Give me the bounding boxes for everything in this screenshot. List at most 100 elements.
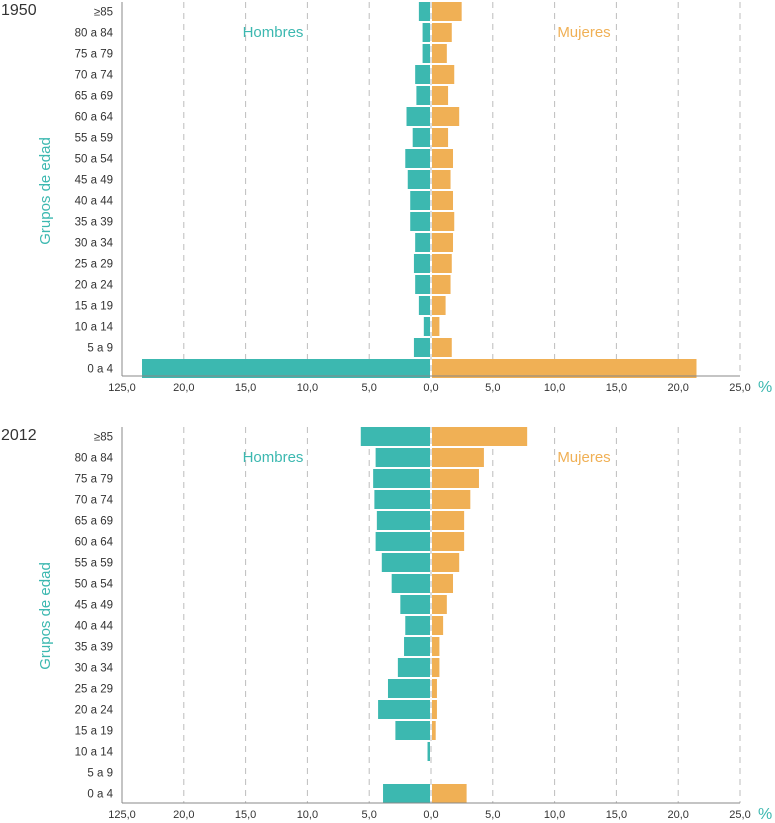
bar-men-45 a 49	[400, 595, 430, 614]
bar-women-50 a 54	[432, 149, 454, 168]
bar-men-10 a 14	[427, 742, 430, 761]
age-label: 80 a 84	[75, 453, 114, 465]
bar-women-30 a 34	[432, 233, 454, 252]
bar-men-30 a 34	[415, 233, 430, 252]
age-label: 50 a 54	[75, 579, 114, 591]
bar-men-25 a 29	[387, 679, 430, 698]
age-label: 40 a 44	[75, 621, 114, 633]
bar-women-80 a 84	[432, 448, 484, 467]
bar-women-15 a 19	[432, 296, 446, 315]
bar-men-40 a 44	[410, 191, 430, 210]
x-tick-label: 15,0	[235, 809, 256, 821]
bar-men-40 a 44	[405, 616, 430, 635]
age-label: 45 a 49	[75, 600, 113, 612]
bar-women-75 a 79	[432, 469, 479, 488]
x-tick-label: 125,0	[108, 809, 136, 821]
legend-women: Mujeres	[557, 449, 610, 466]
pyramid-1950: ≥85 80 a 84 75 a 79 70 a 74 65 a 69 60 a 64 55…	[1, 2, 772, 396]
age-label: 50 a 54	[75, 154, 114, 166]
x-tick-label: 0,0	[423, 809, 438, 821]
bar-men-55 a 59	[412, 128, 430, 147]
age-label: 10 a 14	[75, 747, 114, 759]
x-tick-label: 15,0	[606, 809, 627, 821]
legend-women: Mujeres	[557, 24, 610, 41]
legend-men: Hombres	[243, 24, 304, 41]
bar-women-70 a 74	[432, 65, 455, 84]
age-label: 5 a 9	[87, 768, 113, 780]
bar-women-25 a 29	[432, 254, 452, 273]
bar-men-60 a 64	[406, 107, 430, 126]
y-axis-title: Grupos de edad	[37, 562, 54, 670]
age-label: 65 a 69	[75, 516, 113, 528]
age-label: 30 a 34	[75, 238, 114, 250]
x-tick-label: 20,0	[173, 809, 194, 821]
bar-men-75 a 79	[373, 469, 430, 488]
bar-men-45 a 49	[407, 170, 430, 189]
age-label: 0 a 4	[87, 364, 113, 376]
bar-women-45 a 49	[432, 595, 447, 614]
x-tick-label: 5,0	[362, 382, 377, 394]
x-tick-label: 15,0	[606, 382, 627, 394]
bar-women-≥85	[432, 427, 528, 446]
age-label: 5 a 9	[87, 343, 113, 355]
age-label: 15 a 19	[75, 726, 113, 738]
bar-men-80 a 84	[422, 23, 430, 42]
bar-women-5 a 9	[432, 338, 452, 357]
bar-women-15 a 19	[432, 721, 436, 740]
x-tick-label: 5,0	[485, 809, 500, 821]
x-tick-label: 20,0	[173, 382, 194, 394]
bar-women-35 a 39	[432, 637, 440, 656]
chart-title: 2012	[1, 427, 37, 444]
x-tick-label: 20,0	[667, 809, 688, 821]
x-tick-label: 5,0	[485, 382, 500, 394]
bar-men-50 a 54	[405, 149, 430, 168]
bar-men-15 a 19	[418, 296, 430, 315]
bar-women-0 a 4	[432, 784, 467, 803]
bar-women-45 a 49	[432, 170, 451, 189]
age-label: 40 a 44	[75, 196, 114, 208]
bar-women-60 a 64	[432, 532, 465, 551]
pyramid-2012: ≥85 80 a 84 75 a 79 70 a 74 65 a 69 60 a 64 55…	[1, 427, 772, 823]
bar-women-10 a 14	[432, 317, 440, 336]
bar-men-55 a 59	[381, 553, 430, 572]
age-label: 20 a 24	[75, 280, 114, 292]
age-label: 80 a 84	[75, 28, 114, 40]
bar-men-35 a 39	[410, 212, 430, 231]
age-label: 75 a 79	[75, 474, 113, 486]
bar-men-75 a 79	[422, 44, 430, 63]
age-label: 45 a 49	[75, 175, 113, 187]
bar-men-0 a 4	[383, 784, 430, 803]
x-tick-label: 10,0	[297, 382, 318, 394]
age-label: 65 a 69	[75, 91, 113, 103]
bar-women-60 a 64	[432, 107, 460, 126]
age-label: 70 a 74	[75, 70, 114, 82]
bar-women-80 a 84	[432, 23, 452, 42]
age-label: 25 a 29	[75, 684, 113, 696]
age-label: ≥85	[94, 7, 113, 19]
age-label: 60 a 64	[75, 537, 114, 549]
legend-men: Hombres	[243, 449, 304, 466]
bar-men-50 a 54	[391, 574, 430, 593]
bar-men-0 a 4	[142, 359, 430, 378]
chart-title: 1950	[1, 2, 37, 19]
bar-women-55 a 59	[432, 128, 449, 147]
bar-men-70 a 74	[374, 490, 430, 509]
bar-women-40 a 44	[432, 616, 444, 635]
bar-women-55 a 59	[432, 553, 460, 572]
bar-men-65 a 69	[416, 86, 430, 105]
age-label: 15 a 19	[75, 301, 113, 313]
bar-men-35 a 39	[404, 637, 430, 656]
bar-men-15 a 19	[395, 721, 430, 740]
bar-women-40 a 44	[432, 191, 454, 210]
bar-women-70 a 74	[432, 490, 471, 509]
bar-women-35 a 39	[432, 212, 455, 231]
bar-men-25 a 29	[413, 254, 430, 273]
age-label: 70 a 74	[75, 495, 114, 507]
bar-women-75 a 79	[432, 44, 447, 63]
bar-women-30 a 34	[432, 658, 440, 677]
bar-women-50 a 54	[432, 574, 454, 593]
bar-men-5 a 9	[413, 338, 430, 357]
bar-men-20 a 24	[378, 700, 430, 719]
bar-men-65 a 69	[376, 511, 430, 530]
